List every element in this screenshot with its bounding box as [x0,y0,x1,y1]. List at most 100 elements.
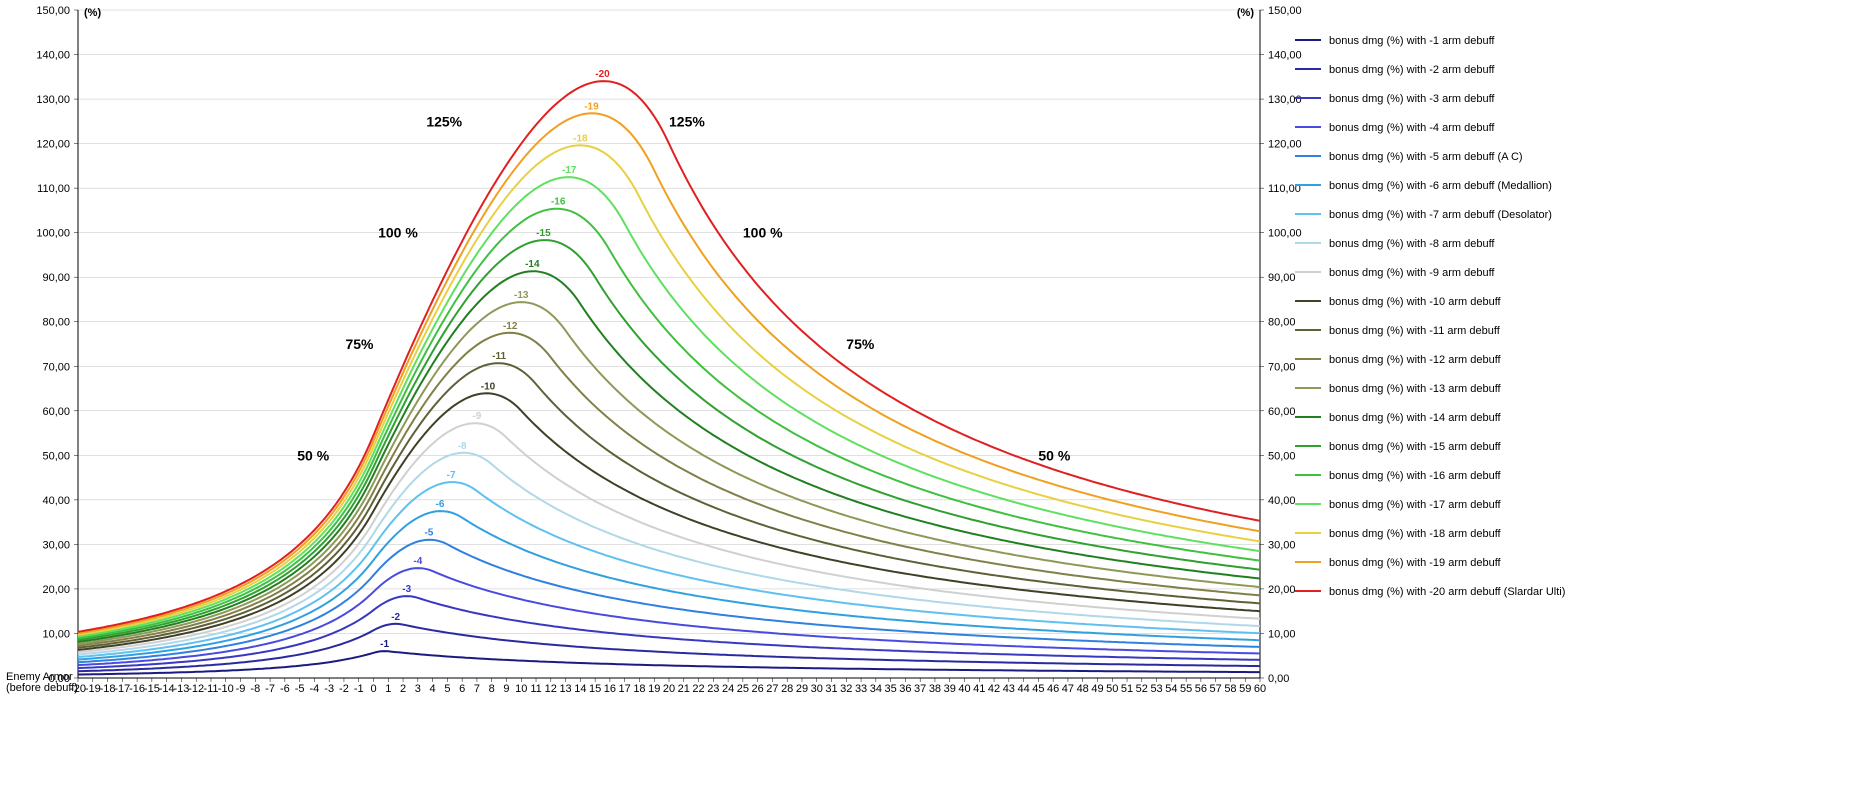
x-tick: 57 [1210,683,1222,695]
x-tick: 25 [737,683,749,695]
x-tick: 33 [855,683,867,695]
legend-label-5: bonus dmg (%) with -5 arm debuff (A C) [1329,151,1523,163]
y-tick-left: 70,00 [42,361,70,373]
peak-label-20: -20 [595,69,610,80]
x-tick: 30 [811,683,823,695]
x-tick: 53 [1150,683,1162,695]
x-tick: 35 [885,683,897,695]
peak-label-2: -2 [391,612,400,623]
x-tick: 56 [1195,683,1207,695]
x-tick: 18 [633,683,645,695]
y-tick-left: 150,00 [36,5,70,17]
legend-label-10: bonus dmg (%) with -10 arm debuff [1329,296,1502,308]
legend-label-9: bonus dmg (%) with -9 arm debuff [1329,267,1495,279]
x-tick: 10 [515,683,527,695]
x-axis-sublabel: (before debuff) [6,682,78,694]
y-tick-right: 100,00 [1268,228,1302,240]
threshold-annotation: 50 % [297,447,329,463]
x-tick: 58 [1224,683,1236,695]
x-tick: 0 [370,683,376,695]
x-tick: -19 [85,683,101,695]
peak-label-18: -18 [573,133,588,144]
x-tick: -12 [188,683,204,695]
peak-label-7: -7 [447,470,456,481]
x-tick: 31 [825,683,837,695]
peak-label-8: -8 [458,441,467,452]
x-tick: -4 [310,683,320,695]
x-tick: -15 [144,683,160,695]
y-tick-right: 130,00 [1268,94,1302,106]
y-tick-right: 90,00 [1268,272,1296,284]
x-tick: 51 [1121,683,1133,695]
x-tick: 29 [796,683,808,695]
peak-label-16: -16 [551,197,566,208]
y-tick-left: 50,00 [42,450,70,462]
y-tick-left: 20,00 [42,584,70,596]
y-tick-left: 90,00 [42,272,70,284]
peak-label-14: -14 [525,259,540,270]
x-tick: 34 [870,683,882,695]
x-tick: 49 [1091,683,1103,695]
y-tick-right: 40,00 [1268,495,1296,507]
legend-label-19: bonus dmg (%) with -19 arm debuff [1329,557,1502,569]
x-tick: -13 [173,683,189,695]
x-tick: 8 [489,683,495,695]
y-tick-right: 50,00 [1268,450,1296,462]
x-tick: 42 [988,683,1000,695]
legend-label-15: bonus dmg (%) with -15 arm debuff [1329,441,1502,453]
x-tick: 27 [766,683,778,695]
x-tick: 40 [958,683,970,695]
y-tick-right: 0,00 [1268,673,1289,685]
x-tick: 48 [1077,683,1089,695]
x-tick: 54 [1165,683,1177,695]
legend-label-11: bonus dmg (%) with -11 arm debuff [1329,325,1501,337]
x-tick: 37 [914,683,926,695]
x-tick: 46 [1047,683,1059,695]
legend-label-14: bonus dmg (%) with -14 arm debuff [1329,412,1502,424]
y-tick-left: 100,00 [36,228,70,240]
x-tick: 14 [574,683,586,695]
y-tick-left: 10,00 [42,628,70,640]
x-tick: 13 [559,683,571,695]
threshold-annotation: 125% [669,113,705,129]
x-tick: 6 [459,683,465,695]
x-tick: -11 [203,683,218,695]
y-tick-left: 30,00 [42,539,70,551]
x-tick: 26 [752,683,764,695]
legend-label-4: bonus dmg (%) with -4 arm debuff [1329,122,1495,134]
peak-label-12: -12 [503,321,518,332]
x-tick: -16 [129,683,145,695]
x-tick: 20 [663,683,675,695]
y-tick-left: 60,00 [42,406,70,418]
legend-label-20: bonus dmg (%) with -20 arm debuff (Slard… [1329,586,1565,598]
legend-label-7: bonus dmg (%) with -7 arm debuff (Desola… [1329,209,1552,221]
x-tick: 50 [1106,683,1118,695]
x-tick: 44 [1017,683,1029,695]
x-tick: 5 [444,683,450,695]
chart-container: 0,000,0010,0010,0020,0020,0030,0030,0040… [0,0,1852,807]
peak-label-5: -5 [424,528,433,539]
x-tick: -18 [100,683,116,695]
y-tick-left: 80,00 [42,317,70,329]
x-tick: -5 [295,683,305,695]
x-tick: 23 [707,683,719,695]
x-tick: -1 [354,683,364,695]
y-tick-left: 110,00 [37,183,70,195]
x-tick: 24 [722,683,734,695]
legend-label-1: bonus dmg (%) with -1 arm debuff [1329,35,1495,47]
x-tick: -9 [236,683,246,695]
threshold-annotation: 75% [345,336,374,352]
legend-label-3: bonus dmg (%) with -3 arm debuff [1329,93,1495,105]
x-tick: 19 [648,683,660,695]
x-tick: 45 [1032,683,1044,695]
peak-label-17: -17 [562,165,577,176]
x-tick: 55 [1180,683,1192,695]
y-tick-right: 150,00 [1268,5,1302,17]
x-tick: 12 [545,683,557,695]
legend-label-8: bonus dmg (%) with -8 arm debuff [1329,238,1495,250]
peak-label-6: -6 [436,499,445,510]
peak-label-19: -19 [584,101,599,112]
x-tick: 4 [430,683,436,695]
x-tick: 9 [503,683,509,695]
peak-label-9: -9 [472,411,481,422]
